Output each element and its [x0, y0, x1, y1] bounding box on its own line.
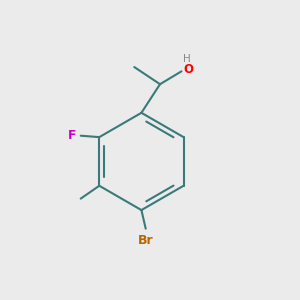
Text: H: H — [183, 54, 191, 64]
Text: F: F — [68, 129, 76, 142]
Text: O: O — [184, 63, 194, 76]
Text: Br: Br — [138, 234, 154, 248]
